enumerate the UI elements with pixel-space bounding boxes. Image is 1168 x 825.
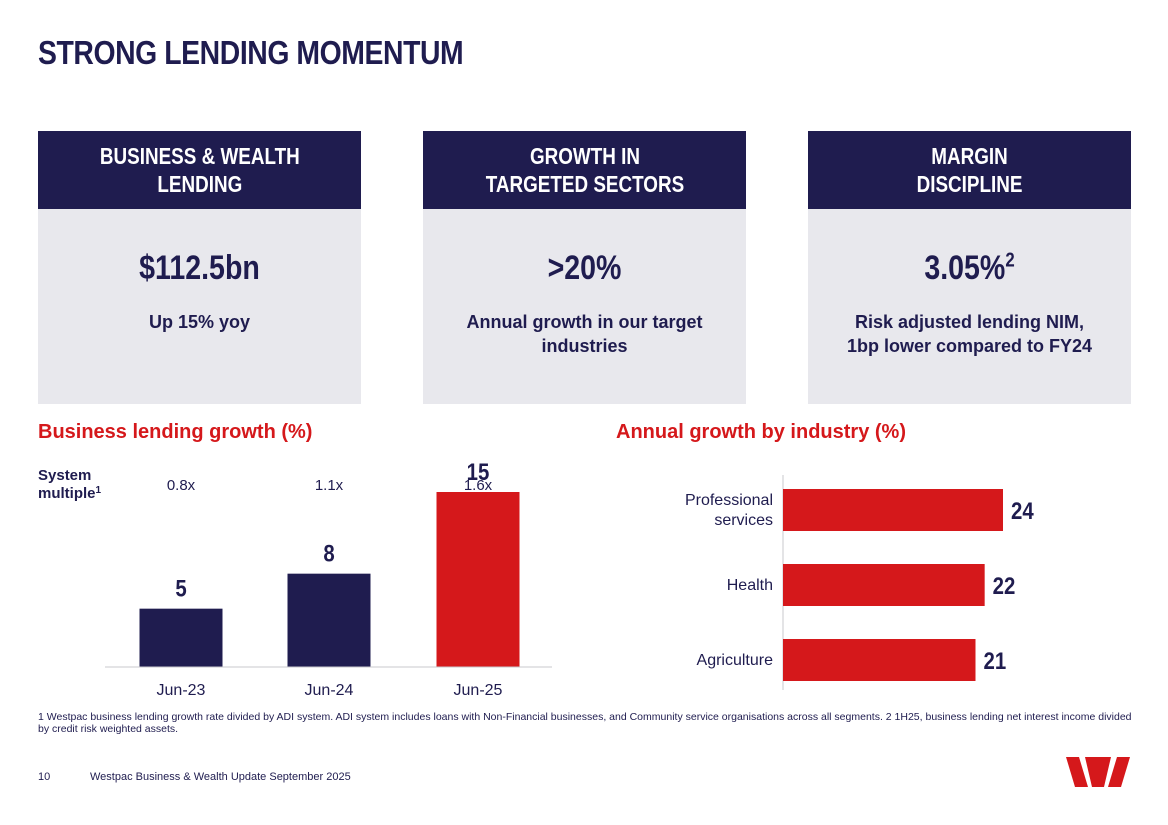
- kpi-card-value: $112.5bn: [64, 249, 335, 288]
- business-lending-chart-title: Business lending growth (%): [38, 421, 313, 443]
- x-tick-label: Jun-24: [305, 682, 354, 699]
- x-tick-label: Jun-23: [157, 682, 206, 699]
- kpi-card-value: >20%: [449, 249, 720, 288]
- bar: [783, 564, 985, 606]
- page-title: STRONG LENDING MOMENTUM: [38, 34, 464, 71]
- kpi-card-targeted-sectors: GROWTH IN TARGETED SECTORS >20% Annual g…: [423, 131, 746, 404]
- bar-value-label: 21: [984, 647, 1007, 674]
- system-multiple-value: 0.8x: [167, 477, 196, 494]
- bar-value-label: 8: [323, 540, 334, 567]
- business-lending-growth-chart: System multiple15Jun-230.8x8Jun-241.1x15J…: [38, 458, 552, 699]
- system-multiple-label-line: System: [38, 467, 91, 484]
- bar: [783, 489, 1003, 531]
- bar-value-label: 24: [1011, 497, 1034, 524]
- bar: [436, 492, 520, 667]
- system-multiple-value: 1.1x: [315, 477, 344, 494]
- y-tick-label-line: services: [714, 512, 773, 529]
- bar: [783, 639, 976, 681]
- kpi-card-header-text: BUSINESS & WEALTH LENDING: [99, 143, 300, 197]
- system-multiple-value: 1.6x: [464, 477, 493, 494]
- westpac-logo-icon: [1066, 757, 1130, 787]
- bar: [139, 608, 223, 667]
- industry-growth-chart: 24 Professional services 22 Health 21 Agricult…: [685, 475, 1034, 690]
- x-tick-label: Jun-25: [454, 682, 503, 699]
- kpi-card-header-text: GROWTH IN TARGETED SECTORS: [485, 143, 684, 197]
- y-tick-label-line: Professional: [685, 492, 773, 509]
- kpi-card-business-wealth-lending: BUSINESS & WEALTH LENDING $112.5bn Up 15…: [38, 131, 361, 404]
- footnote: 1 Westpac business lending growth rate d…: [38, 711, 1132, 735]
- kpi-card-value-text: $112.5bn: [139, 249, 260, 287]
- kpi-card-margin-discipline: MARGIN DISCIPLINE 3.05%2 Risk adjusted l…: [808, 131, 1131, 404]
- bar-value-label: 22: [993, 572, 1016, 599]
- kpi-card-value: 3.05%2: [834, 249, 1105, 288]
- kpi-card-value-sup: 2: [1005, 249, 1015, 272]
- system-multiple-label: System multiple1: [38, 467, 102, 502]
- y-tick-label-line: Agriculture: [697, 652, 774, 669]
- bar-value-label: 5: [175, 575, 186, 602]
- kpi-card-value-text: >20%: [547, 249, 622, 287]
- y-tick-label: Professional services: [685, 492, 773, 529]
- footer-text: Westpac Business & Wealth Update Septemb…: [90, 771, 351, 783]
- y-tick-label-line: Health: [727, 577, 773, 594]
- kpi-card-header: BUSINESS & WEALTH LENDING: [38, 131, 361, 209]
- kpi-card-header: GROWTH IN TARGETED SECTORS: [423, 131, 746, 209]
- kpi-card-header: MARGIN DISCIPLINE: [808, 131, 1131, 209]
- system-multiple-sup: 1: [96, 485, 102, 496]
- bar-value-label: 15: [467, 458, 490, 485]
- page-number: 10: [38, 771, 51, 783]
- kpi-card-description: Up 15% yoy: [148, 312, 251, 332]
- kpi-card-value-text: 3.05%: [924, 249, 1006, 287]
- y-tick-label: Agriculture: [697, 652, 774, 669]
- kpi-card-header-text: MARGIN DISCIPLINE: [916, 143, 1023, 197]
- y-tick-label: Health: [727, 577, 773, 594]
- bar: [287, 573, 371, 667]
- kpi-card-description: Risk adjusted lending NIM, 1bp lower com…: [846, 312, 1093, 356]
- industry-chart-title: Annual growth by industry (%): [616, 421, 906, 443]
- kpi-card-description: Annual growth in our target industries: [466, 312, 703, 356]
- system-multiple-label-line: multiple: [38, 485, 96, 502]
